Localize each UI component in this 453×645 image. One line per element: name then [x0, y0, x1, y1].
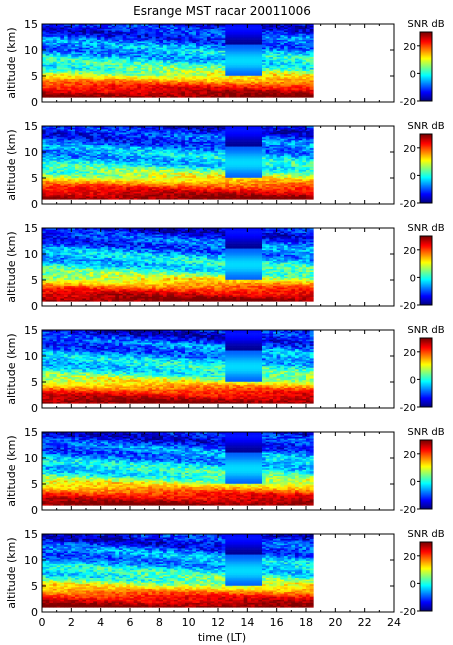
- colorbar: SNR dB -20 0 20: [400, 19, 445, 108]
- panel-1: 0 5 10 15 altitude (km) SNR dB -20 0 20: [5, 18, 445, 109]
- y-tick-label: 10: [24, 44, 38, 57]
- figure-title: Esrange MST racar 20011006: [133, 4, 311, 18]
- colorbar-tick-label: -20: [400, 97, 416, 108]
- y-tick-label: 0: [31, 96, 38, 109]
- snr-heatmap: [42, 126, 314, 200]
- y-tick-label: 15: [24, 18, 38, 31]
- colorbar-label: SNR dB: [407, 19, 444, 30]
- y-axis-title: altitude (km): [5, 27, 18, 98]
- colorbar-tick-label: 0: [410, 69, 416, 80]
- colorbar-tick-label: 20: [403, 42, 416, 53]
- snr-heatmap: [42, 24, 314, 98]
- y-tick-label: 5: [31, 70, 38, 83]
